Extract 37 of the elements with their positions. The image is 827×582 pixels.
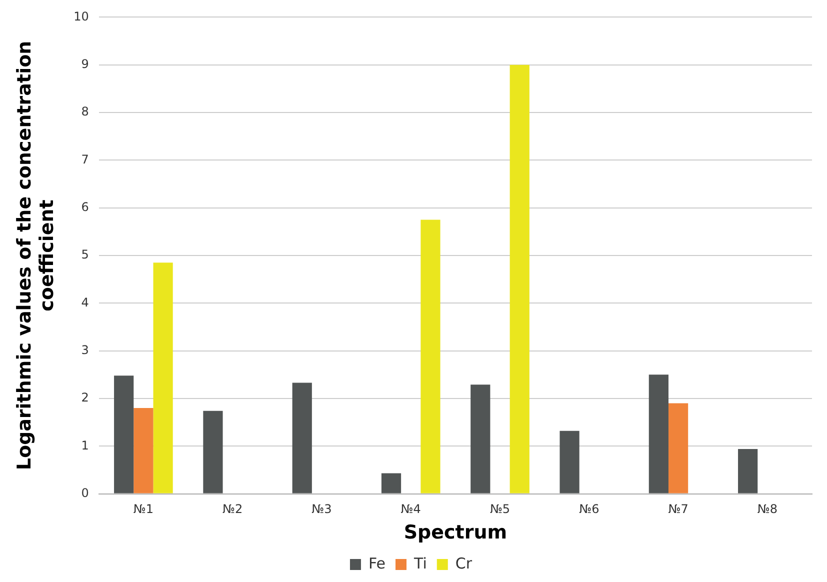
bar bbox=[648, 374, 668, 494]
x-tick-label: №3 bbox=[312, 502, 332, 516]
bar bbox=[203, 410, 223, 494]
y-tick-label: 7 bbox=[81, 152, 89, 166]
x-tick-label: №6 bbox=[579, 502, 600, 516]
bar bbox=[738, 449, 758, 494]
y-axis-title: Logarithmic values of the concentration coefficient bbox=[13, 40, 58, 470]
bar bbox=[114, 376, 134, 494]
y-tick-label: 10 bbox=[74, 9, 89, 24]
y-tick-label: 2 bbox=[81, 390, 89, 405]
legend-label: Fe bbox=[368, 554, 386, 572]
x-tick-label: №7 bbox=[668, 502, 688, 516]
y-tick-label: 5 bbox=[81, 248, 89, 262]
y-tick-label: 0 bbox=[81, 486, 89, 500]
bar bbox=[292, 382, 312, 494]
legend-label: Cr bbox=[455, 554, 473, 572]
x-tick-label: №8 bbox=[757, 502, 778, 516]
y-tick-label: 6 bbox=[81, 200, 89, 214]
bar bbox=[560, 430, 580, 494]
y-tick-label: 3 bbox=[81, 342, 89, 357]
x-tick-label: №4 bbox=[400, 502, 421, 516]
bar bbox=[470, 384, 490, 494]
bar bbox=[420, 220, 440, 494]
x-axis-title: Spectrum bbox=[404, 522, 508, 544]
y-tick-label: 8 bbox=[81, 104, 89, 119]
legend-label: Ti bbox=[413, 554, 427, 572]
x-tick-label: №1 bbox=[133, 502, 154, 516]
bar bbox=[134, 408, 154, 494]
bar bbox=[381, 473, 402, 494]
bar bbox=[510, 64, 530, 494]
x-tick-label: №2 bbox=[222, 502, 243, 516]
bar bbox=[668, 403, 688, 494]
bar bbox=[153, 262, 173, 494]
y-tick-label: 4 bbox=[81, 295, 89, 310]
x-tick-label: №5 bbox=[490, 502, 510, 516]
y-tick-label: 9 bbox=[81, 56, 89, 71]
y-tick-label: 1 bbox=[81, 438, 89, 452]
